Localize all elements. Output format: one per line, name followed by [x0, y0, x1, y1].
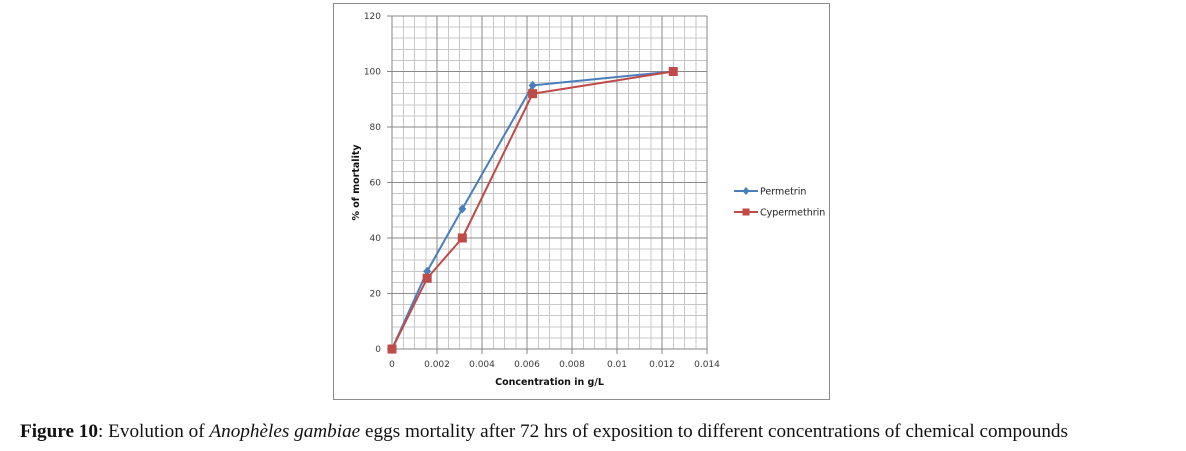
legend-diamond-marker — [742, 187, 750, 195]
x-tick-label: 0.01 — [607, 360, 627, 370]
y-tick-label: 100 — [364, 68, 381, 78]
data-point-permetrin — [423, 266, 432, 276]
legend-label: Cypermethrin — [760, 208, 825, 219]
caption-text-before: : Evolution of — [98, 421, 210, 442]
series-line-cypermethrin — [391, 70, 674, 350]
caption-text-after: eggs mortality after 72 hrs of expositio… — [360, 421, 1068, 442]
legend-label: Permetrin — [760, 187, 806, 198]
grid-layer — [391, 15, 708, 350]
data-point-permetrin — [458, 204, 467, 214]
x-tick-label: 0.004 — [469, 360, 495, 370]
x-tick-label: 0 — [389, 360, 395, 370]
legend-item-permetrin: Permetrin — [734, 187, 806, 198]
mortality-line-chart: 0 20 40 60 80 100 120 0 0.002 0.004 0.006 0.008 0.01… — [351, 12, 825, 388]
data-point-permetrin — [528, 80, 537, 90]
x-tick-label: 0.014 — [694, 360, 720, 370]
legend: Permetrin Cypermethrin — [734, 187, 825, 219]
chart-frame: 0 20 40 60 80 100 120 0 0.002 0.004 0.006 0.008 0.01… — [333, 3, 830, 400]
data-point-cypermethrin — [457, 233, 467, 243]
legend-square-marker — [742, 208, 750, 216]
y-tick-label: 60 — [370, 179, 382, 189]
x-tick-label: 0.002 — [424, 360, 450, 370]
x-tick-label: 0.008 — [559, 360, 585, 370]
y-tick-label: 40 — [370, 234, 382, 244]
caption-species: Anophèles gambiae — [209, 421, 361, 442]
x-tick-label: 0.006 — [514, 360, 540, 370]
series-line-permetrin — [391, 70, 674, 350]
legend-item-cypermethrin: Cypermethrin — [734, 208, 825, 219]
y-tick-label: 20 — [370, 290, 382, 300]
y-tick-label: 0 — [375, 345, 381, 355]
x-tick-label: 0.012 — [649, 360, 675, 370]
y-axis-title: % of mortality — [351, 144, 362, 221]
figure-caption: Figure 10: Evolution of Anophèles gambia… — [20, 421, 1068, 443]
data-point-cypermethrin — [668, 67, 678, 76]
y-tick-label: 80 — [370, 123, 382, 133]
figure-label: Figure 10 — [20, 421, 98, 442]
series-layer — [387, 67, 678, 354]
data-point-cypermethrin — [422, 273, 432, 283]
y-tick-label: 120 — [364, 12, 381, 22]
x-axis-title: Concentration in g/L — [495, 377, 604, 388]
data-point-cypermethrin — [528, 89, 538, 99]
data-point-cypermethrin — [387, 344, 397, 354]
axis-layer: 0 20 40 60 80 100 120 0 0.002 0.004 0.006 0.008 0.01… — [364, 12, 720, 370]
